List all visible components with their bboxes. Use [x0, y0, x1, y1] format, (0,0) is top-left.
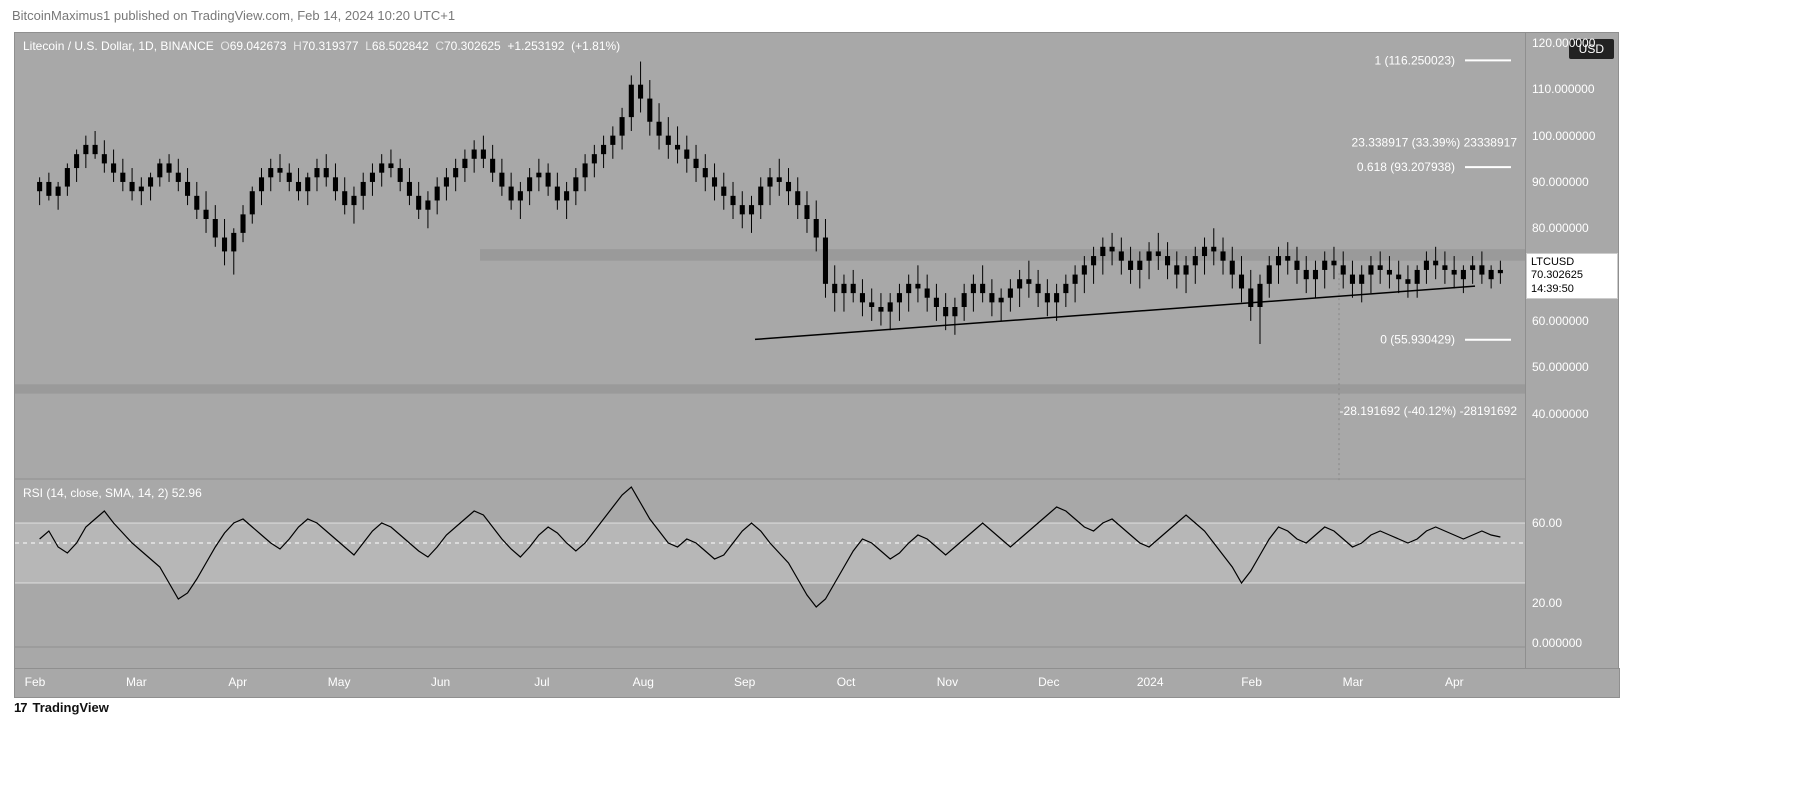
x-tick: Feb — [25, 675, 46, 689]
pricebox-countdown: 14:39:50 — [1531, 283, 1613, 296]
publish-line: BitcoinMaximus1 published on TradingView… — [12, 8, 455, 23]
chart-main[interactable]: Litecoin / U.S. Dollar, 1D, BINANCE O69.… — [14, 32, 1526, 669]
y-tick: 60.000000 — [1532, 314, 1589, 328]
x-tick: Oct — [837, 675, 856, 689]
x-tick: Sep — [734, 675, 755, 689]
chart-svg: 1 (116.250023) 23.338917 (33.39%) 2333891… — [15, 33, 1525, 668]
footer-text: TradingView — [32, 700, 108, 715]
x-tick: Dec — [1038, 675, 1059, 689]
x-tick: Feb — [1241, 675, 1262, 689]
tradingview-logo: 17TradingView — [14, 700, 109, 715]
x-tick: Mar — [1343, 675, 1364, 689]
price-box: LTCUSD 70.302625 14:39:50 — [1526, 253, 1618, 299]
x-tick: Nov — [937, 675, 958, 689]
svg-text:RSI (14, close, SMA, 14, 2): RSI (14, close, SMA, 14, 2) 52.96 — [23, 486, 202, 500]
x-tick: Apr — [1445, 675, 1464, 689]
y-tick: 120.000000 — [1532, 36, 1595, 50]
x-tick: Apr — [228, 675, 247, 689]
y-tick: 50.000000 — [1532, 360, 1589, 374]
rsi-y-tick: 60.00 — [1532, 516, 1562, 530]
svg-text:23.338917 (33.39%) 23338917: 23.338917 (33.39%) 23338917 — [1352, 136, 1518, 150]
x-tick: 2024 — [1137, 675, 1164, 689]
svg-text:-28.191692 (-40.12%) -28191692: -28.191692 (-40.12%) -28191692 — [1340, 404, 1518, 418]
x-tick: May — [328, 675, 351, 689]
y-axis[interactable]: USD 120.000000110.000000100.00000090.000… — [1525, 32, 1619, 669]
svg-text:1 (116.250023): 1 (116.250023) — [1374, 53, 1455, 67]
y-tick: 100.000000 — [1532, 129, 1595, 143]
pricebox-price: 70.302625 — [1531, 269, 1613, 282]
x-tick: Aug — [633, 675, 654, 689]
y-tick: 90.000000 — [1532, 175, 1589, 189]
rsi-y-tick: 0.000000 — [1532, 636, 1582, 650]
x-tick: Mar — [126, 675, 147, 689]
x-tick: Jul — [534, 675, 549, 689]
pricebox-pair: LTCUSD — [1531, 256, 1613, 269]
x-tick: Jun — [431, 675, 450, 689]
y-tick: 110.000000 — [1532, 82, 1595, 96]
y-tick: 40.000000 — [1532, 407, 1589, 421]
rsi-y-tick: 20.00 — [1532, 596, 1562, 610]
svg-text:0 (55.930429): 0 (55.930429) — [1380, 333, 1455, 347]
svg-text:0.618 (93.207938): 0.618 (93.207938) — [1357, 160, 1455, 174]
x-axis[interactable]: Feb Mar Apr May Jun Jul Aug Sep Oct Nov Dec 2024 Feb… — [14, 668, 1620, 698]
y-tick: 80.000000 — [1532, 221, 1589, 235]
